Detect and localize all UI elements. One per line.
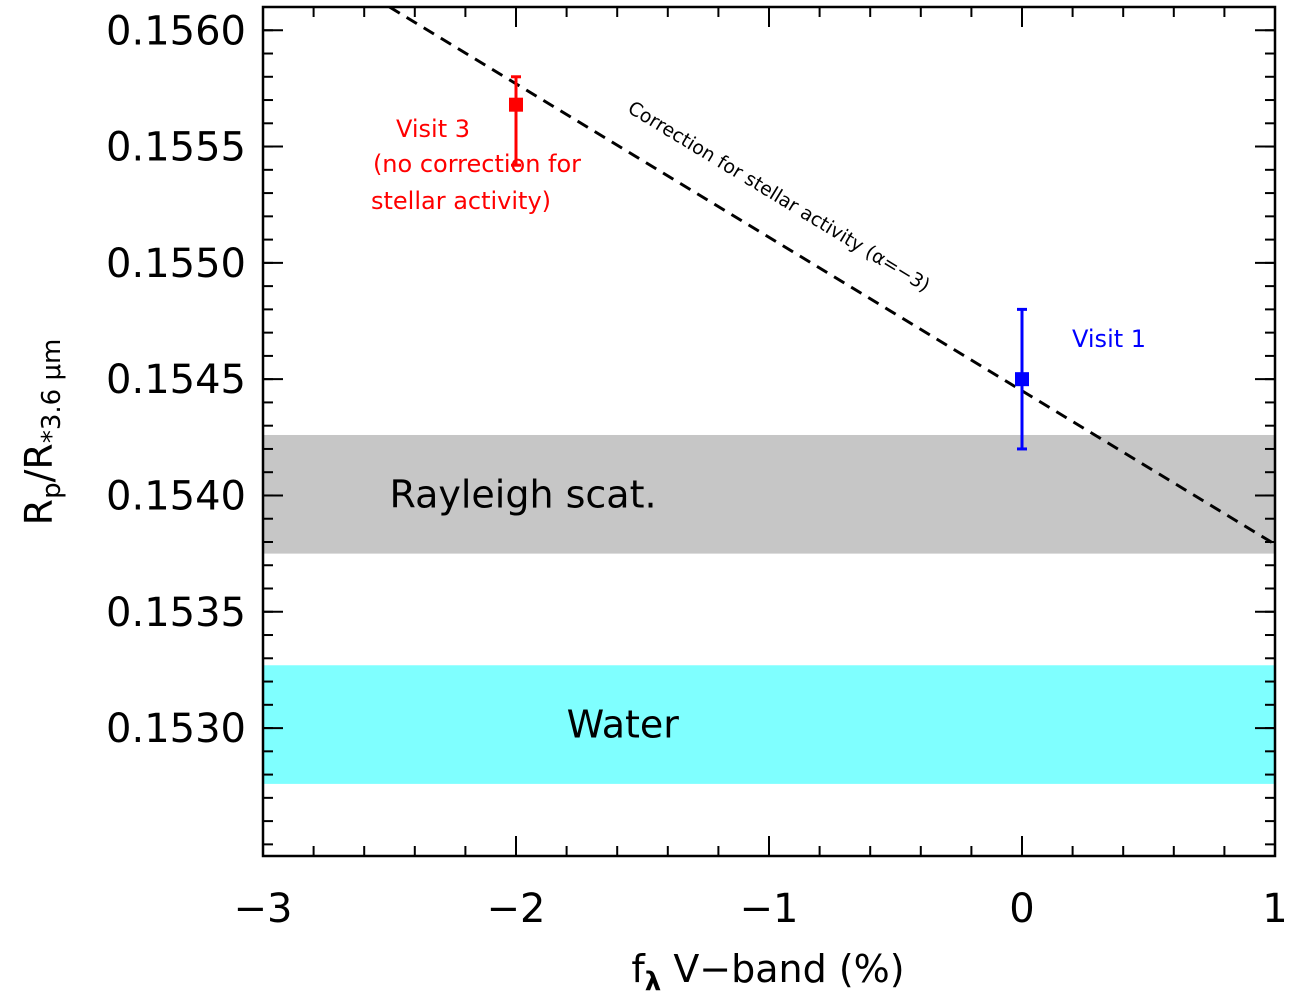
correction-line-label: Correction for stellar activity (α=−3) [624, 97, 934, 297]
y-tick-label: 0.1545 [106, 357, 246, 403]
visit1-label: Visit 1 [1072, 325, 1146, 353]
data-point-0 [509, 97, 523, 112]
ticks-layer [262, 6, 1276, 856]
x-tick-label: −2 [487, 886, 546, 932]
y-tick-label: 0.1530 [106, 706, 246, 752]
tick-labels-layer: −3 −2 −1 0 1 0.1530 0.1535 0.1540 0.1545 0.1550 0.… [106, 8, 1288, 932]
band-1 [263, 665, 1275, 784]
axis-titles-layer: fλ V−band (%) Rp/R*3.6 μm [17, 339, 905, 997]
visit3-label-line-1: (no correction for [373, 150, 581, 178]
bands-layer: Rayleigh scat. Water [263, 434, 1275, 784]
data-point-1 [1015, 372, 1029, 387]
data-points-layer: Visit 3 (no correction for stellar activit… [371, 75, 1146, 451]
y-tick-label: 0.1550 [106, 241, 246, 287]
visit3-label-line-0: Visit 3 [396, 115, 470, 143]
y-tick-label: 0.1555 [106, 125, 246, 171]
visit3-label-line-2: stellar activity) [371, 187, 551, 215]
y-tick-label: 0.1540 [106, 473, 246, 519]
y-tick-label: 0.1560 [106, 8, 246, 54]
x-tick-label: −3 [234, 886, 293, 932]
band-0 [263, 434, 1275, 554]
x-tick-label: −1 [740, 886, 799, 932]
x-tick-label: 1 [1262, 886, 1287, 932]
y-tick-label: 0.1535 [106, 590, 246, 636]
y-axis-title: Rp/R*3.6 μm [17, 339, 67, 526]
x-tick-label: 0 [1009, 886, 1034, 932]
correction-line [388, 7, 1275, 546]
x-axis-title: fλ V−band (%) [631, 947, 904, 997]
band-label-1: Water [567, 703, 680, 747]
band-label-0: Rayleigh scat. [390, 472, 657, 516]
